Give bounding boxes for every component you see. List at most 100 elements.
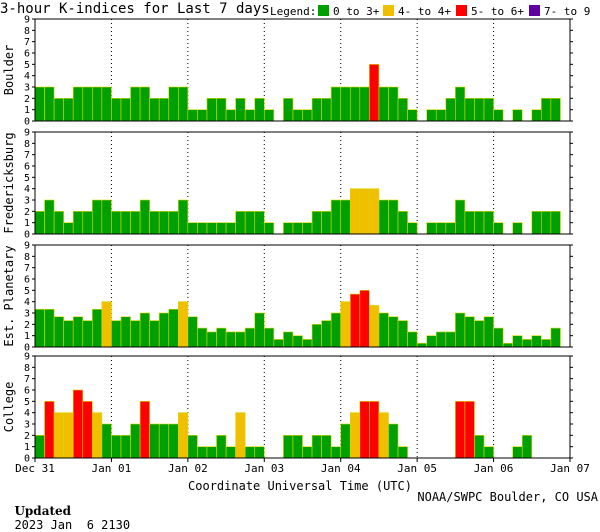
kp-bar [378,199,389,235]
y-tick-label: 1 [24,105,30,116]
y-tick-label: 6 [24,275,30,286]
x-tick-label: Jan 05 [397,462,437,475]
kp-bar [541,98,552,122]
kp-bar [407,331,418,348]
kp-bar [464,211,475,235]
y-tick-label: 8 [24,252,30,263]
kp-bar [111,211,122,235]
kp-bar [168,423,179,459]
kp-bar [178,86,189,122]
panel-ylabel: Boulder [2,45,16,96]
kp-bar [292,222,303,235]
kp-bar [369,64,380,122]
kp-bar [512,446,523,459]
x-tick-label: Jan 02 [168,462,208,475]
y-tick-label: 6 [24,162,30,173]
legend-swatch-active [383,5,394,16]
kp-bar [82,401,93,459]
legend-item-quiet-label: 0 to 3+ [333,5,380,18]
y-tick-label: 9 [24,128,30,139]
kp-bar [483,211,494,235]
y-tick-label: 8 [24,26,30,37]
kp-bar [187,435,198,459]
y-tick-label: 0 [24,343,30,354]
kp-bar [349,293,361,348]
kp-bar [178,412,189,459]
kp-bar [178,199,189,235]
kp-bar [197,222,208,235]
kp-bar [44,199,55,235]
kp-bar [340,301,351,348]
updated-value: 2023 Jan 6 2130 [14,518,131,532]
kp-bar [464,98,475,122]
y-tick-label: 5 [24,173,30,184]
y-tick-label: 2 [24,431,30,442]
kp-bar [158,312,170,348]
kp-bar [34,86,45,122]
y-tick-label: 9 [24,352,30,363]
kp-bar [101,301,112,348]
kp-bar [168,308,179,348]
kp-bar [283,331,294,348]
kp-bar [416,342,427,348]
panel-ylabel: Fredericksburg [2,132,16,233]
y-tick-label: 2 [24,207,30,218]
kp-bar [502,342,513,348]
panel-frame [34,244,571,348]
y-tick-label: 3 [24,196,30,207]
kp-bar [541,339,552,348]
kp-bar [53,316,64,348]
y-tick-label: 2 [24,94,30,105]
kp-bar [92,86,103,122]
kp-bar [378,412,389,459]
kp-bar [139,312,150,348]
y-tick-label: 4 [24,408,30,419]
kp-bar [550,98,561,122]
kp-bar [512,109,523,122]
kp-bar [225,109,236,122]
updated-label: Updated [14,504,72,518]
kp-bar [244,211,256,235]
panel-frame [34,355,571,459]
kp-bar [44,86,55,122]
kp-bar [455,401,466,459]
kp-bar [34,308,45,348]
kp-bar [225,222,236,235]
kp-bar [206,446,217,459]
kp-bar [263,327,275,348]
kp-bar [197,327,208,348]
kp-bar [149,98,160,122]
y-tick-label: 0 [24,230,30,241]
kp-bar [263,109,275,122]
kp-bar [426,222,437,235]
kp-bar [158,98,170,122]
kp-bar [292,335,303,348]
kp-bar [359,188,370,235]
kp-bar [168,211,179,235]
kp-bar [254,312,265,348]
kp-bar [235,412,246,459]
y-tick-label: 5 [24,60,30,71]
kp-bar [302,109,313,122]
y-tick-label: 9 [24,241,30,252]
kp-bar [435,109,447,122]
kp-bar [330,312,342,348]
kp-bar [235,98,246,122]
y-tick-label: 7 [24,37,30,48]
kp-bar [158,211,170,235]
kp-bar [206,331,217,348]
kp-bar [397,211,408,235]
x-tick-label: Jan 01 [92,462,132,475]
kp-bar [388,316,399,348]
kp-bar [311,98,322,122]
kp-bar [464,401,475,459]
chart-title: 3-hour K-indices for Last 7 days [0,1,270,17]
y-tick-label: 6 [24,386,30,397]
kp-bar [407,109,418,122]
x-tick-label: Jan 03 [244,462,284,475]
kp-bar [139,401,150,459]
legend-label: Legend: [270,5,317,18]
kp-bar [244,327,256,348]
kp-bar [349,188,361,235]
kp-bar [111,98,122,122]
